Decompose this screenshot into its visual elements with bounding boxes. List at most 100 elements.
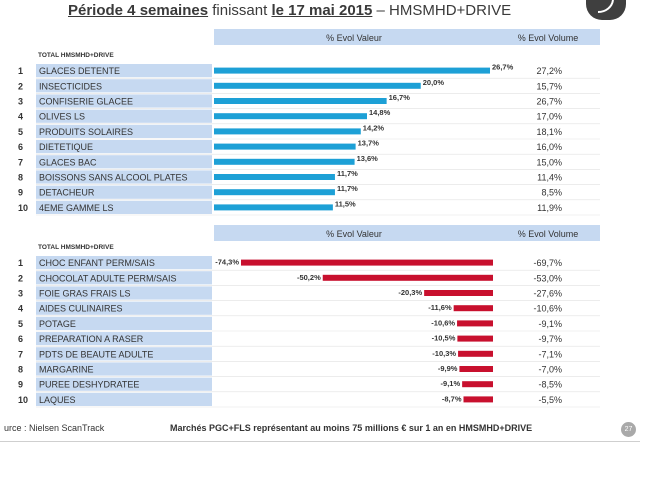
category-label-bg	[36, 200, 212, 214]
value-bar	[214, 143, 356, 150]
category-label: AIDES CULINAIRES	[39, 304, 123, 314]
volume-label: 16,0%	[536, 142, 562, 152]
volume-label: 15,0%	[536, 157, 562, 167]
value-label: -74,3%	[215, 258, 239, 267]
rank-label: 10	[18, 203, 28, 213]
footer-divider	[0, 441, 640, 442]
category-label-bg	[36, 316, 212, 330]
footnote: Marchés PGC+FLS représentant au moins 75…	[170, 423, 533, 433]
volume-label: -53,0%	[533, 273, 562, 283]
category-label: 4EME GAMME LS	[39, 203, 114, 213]
category-label-bg	[36, 109, 212, 123]
value-bar	[214, 113, 367, 120]
title-scope: – HMSMHD+DRIVE	[372, 2, 512, 19]
swoosh-icon	[597, 0, 614, 13]
value-label: -8,7%	[442, 394, 462, 403]
category-label-bg	[36, 140, 212, 154]
value-bar	[453, 305, 493, 312]
category-label-bg	[36, 170, 212, 184]
category-label: PDTS DE BEAUTE ADULTE	[39, 349, 153, 359]
value-label: -10,5%	[432, 334, 456, 343]
value-label: -10,3%	[432, 349, 456, 358]
value-label: -9,1%	[441, 379, 461, 388]
value-label: 16,7%	[389, 93, 411, 102]
volume-label: -7,0%	[538, 365, 562, 375]
category-label-bg	[36, 185, 212, 199]
volume-label: -9,7%	[538, 334, 562, 344]
rank-label: 7	[18, 349, 23, 359]
value-label: 11,5%	[335, 199, 356, 208]
volume-label: -10,6%	[533, 304, 562, 314]
value-bar	[463, 396, 493, 403]
category-label-bg	[36, 362, 212, 376]
category-label: LAQUES	[39, 395, 76, 405]
value-label: 13,7%	[358, 139, 380, 148]
volume-label: -7,1%	[538, 349, 562, 359]
rank-label: 1	[18, 66, 23, 76]
rank-label: 10	[18, 395, 28, 405]
category-label: OLIVES LS	[39, 112, 85, 122]
rank-label: 7	[18, 157, 23, 167]
column-header-volume: % Evol Volume	[518, 229, 579, 239]
value-bar	[214, 158, 355, 165]
category-label-bg	[36, 332, 212, 346]
category-label: PREPARATION A RASER	[39, 334, 144, 344]
value-label: 26,7%	[492, 63, 514, 72]
rank-label: 4	[18, 112, 23, 122]
page-title: Période 4 semaines finissant le 17 mai 2…	[68, 2, 511, 19]
volume-label: 18,1%	[536, 127, 562, 137]
page-number: 27	[621, 422, 636, 437]
value-bar	[214, 204, 333, 211]
category-label: FOIE GRAS FRAIS LS	[39, 289, 131, 299]
value-bar	[214, 174, 335, 180]
value-label: -50,2%	[297, 273, 321, 282]
rank-label: 2	[18, 81, 23, 91]
value-bar	[322, 274, 493, 281]
category-label-bg	[36, 94, 212, 108]
category-label-bg	[36, 256, 212, 270]
value-bar	[214, 98, 387, 104]
category-label-bg	[36, 392, 212, 406]
column-header-value: % Evol Valeur	[326, 229, 382, 239]
value-bar	[424, 290, 493, 296]
evolution-chart: % Evol Valeur % Evol Volume TOTAL HMSMHD+D…	[18, 29, 600, 408]
volume-label: 26,7%	[536, 97, 562, 107]
value-label: 11,7%	[337, 169, 358, 178]
volume-label: -8,5%	[538, 380, 562, 390]
value-label: 20,0%	[423, 78, 445, 87]
column-header-band	[214, 29, 600, 45]
rank-label: 2	[18, 273, 23, 283]
category-label: GLACES BAC	[39, 157, 97, 167]
column-header-value: % Evol Valeur	[326, 33, 382, 43]
category-label-bg	[36, 79, 212, 93]
column-header-volume: % Evol Volume	[518, 33, 579, 43]
volume-label: 11,9%	[537, 203, 562, 213]
value-label: 14,2%	[363, 123, 385, 132]
value-bar	[459, 366, 493, 372]
category-label-bg	[36, 271, 212, 285]
value-bar	[458, 350, 493, 357]
volume-label: 8,5%	[541, 188, 562, 198]
volume-label: 27,2%	[536, 66, 562, 76]
value-bar	[462, 381, 493, 388]
title-mid: finissant	[208, 2, 272, 19]
volume-label: -5,5%	[538, 395, 562, 405]
volume-label: 11,4%	[537, 173, 562, 183]
value-bar	[214, 189, 335, 196]
value-label: -9,9%	[438, 364, 458, 373]
value-label: 14,8%	[369, 108, 391, 117]
value-bar	[214, 67, 490, 74]
value-bar	[457, 320, 493, 327]
section-label: TOTAL HMSMHD+DRIVE	[38, 244, 114, 251]
value-bar	[241, 259, 493, 266]
rank-label: 5	[18, 319, 23, 329]
category-label-bg	[36, 301, 212, 315]
category-label: PRODUITS SOLAIRES	[39, 127, 133, 137]
title-date: le 17 mai 2015	[271, 2, 373, 19]
category-label: MARGARINE	[39, 365, 94, 375]
rank-label: 8	[18, 365, 23, 375]
value-bar	[214, 82, 421, 89]
category-label: INSECTICIDES	[39, 81, 102, 91]
category-label: POTAGE	[39, 319, 76, 329]
category-label-bg	[36, 286, 212, 300]
